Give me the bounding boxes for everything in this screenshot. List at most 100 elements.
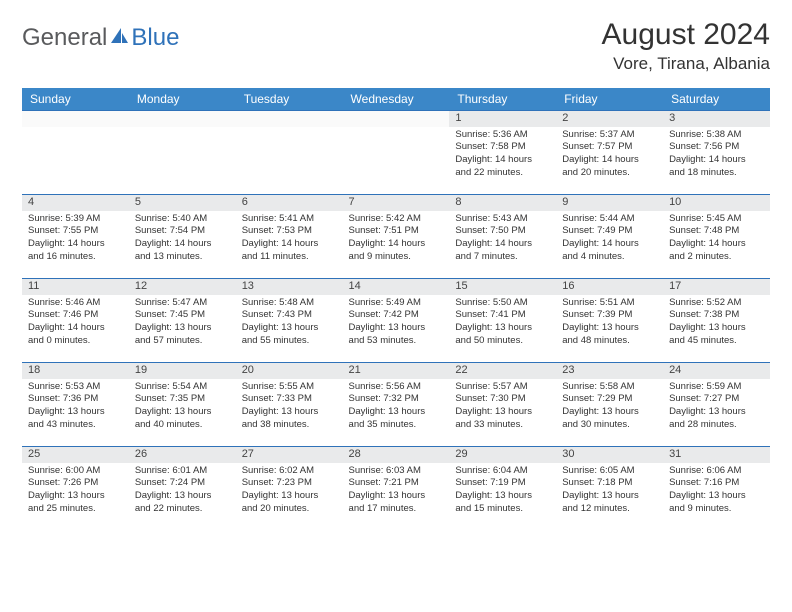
sunrise-line: Sunrise: 5:44 AM — [562, 213, 657, 226]
daylight-line: Daylight: 14 hours and 7 minutes. — [455, 238, 550, 264]
day-number-cell: 24 — [663, 363, 770, 379]
sunrise-line: Sunrise: 5:38 AM — [669, 129, 764, 142]
day-number-cell: 26 — [129, 447, 236, 463]
sunrise-line: Sunrise: 5:53 AM — [28, 381, 123, 394]
weekday-header: Monday — [129, 88, 236, 111]
day-detail-cell: Sunrise: 5:41 AMSunset: 7:53 PMDaylight:… — [236, 211, 343, 279]
day-number-cell — [236, 111, 343, 127]
day-detail-cell: Sunrise: 5:58 AMSunset: 7:29 PMDaylight:… — [556, 379, 663, 447]
daylight-line: Daylight: 13 hours and 43 minutes. — [28, 406, 123, 432]
day-number-cell: 30 — [556, 447, 663, 463]
sunrise-line: Sunrise: 5:36 AM — [455, 129, 550, 142]
sunrise-line: Sunrise: 6:04 AM — [455, 465, 550, 478]
daylight-line: Daylight: 14 hours and 0 minutes. — [28, 322, 123, 348]
day-number-cell — [22, 111, 129, 127]
day-number-cell: 5 — [129, 195, 236, 211]
day-detail-cell: Sunrise: 6:02 AMSunset: 7:23 PMDaylight:… — [236, 463, 343, 531]
day-number-cell — [129, 111, 236, 127]
daylight-line: Daylight: 14 hours and 11 minutes. — [242, 238, 337, 264]
sunset-line: Sunset: 7:19 PM — [455, 477, 550, 490]
weekday-header: Saturday — [663, 88, 770, 111]
sunrise-line: Sunrise: 6:01 AM — [135, 465, 230, 478]
sunset-line: Sunset: 7:39 PM — [562, 309, 657, 322]
day-number-row: 45678910 — [22, 195, 770, 211]
sunrise-line: Sunrise: 5:42 AM — [349, 213, 444, 226]
daylight-line: Daylight: 13 hours and 30 minutes. — [562, 406, 657, 432]
day-detail-cell: Sunrise: 5:43 AMSunset: 7:50 PMDaylight:… — [449, 211, 556, 279]
day-detail-row: Sunrise: 5:53 AMSunset: 7:36 PMDaylight:… — [22, 379, 770, 447]
daylight-line: Daylight: 13 hours and 53 minutes. — [349, 322, 444, 348]
day-detail-cell: Sunrise: 5:37 AMSunset: 7:57 PMDaylight:… — [556, 127, 663, 195]
weekday-header: Thursday — [449, 88, 556, 111]
sunset-line: Sunset: 7:24 PM — [135, 477, 230, 490]
sunrise-line: Sunrise: 5:47 AM — [135, 297, 230, 310]
day-detail-cell: Sunrise: 5:45 AMSunset: 7:48 PMDaylight:… — [663, 211, 770, 279]
day-number-cell: 7 — [343, 195, 450, 211]
day-number-cell: 21 — [343, 363, 450, 379]
sunset-line: Sunset: 7:42 PM — [349, 309, 444, 322]
daylight-line: Daylight: 13 hours and 9 minutes. — [669, 490, 764, 516]
day-detail-row: Sunrise: 5:39 AMSunset: 7:55 PMDaylight:… — [22, 211, 770, 279]
day-detail-cell: Sunrise: 6:00 AMSunset: 7:26 PMDaylight:… — [22, 463, 129, 531]
sunset-line: Sunset: 7:38 PM — [669, 309, 764, 322]
daylight-line: Daylight: 13 hours and 45 minutes. — [669, 322, 764, 348]
day-detail-cell: Sunrise: 6:04 AMSunset: 7:19 PMDaylight:… — [449, 463, 556, 531]
daylight-line: Daylight: 13 hours and 35 minutes. — [349, 406, 444, 432]
day-detail-row: Sunrise: 5:46 AMSunset: 7:46 PMDaylight:… — [22, 295, 770, 363]
sunrise-line: Sunrise: 5:57 AM — [455, 381, 550, 394]
day-detail-cell: Sunrise: 5:47 AMSunset: 7:45 PMDaylight:… — [129, 295, 236, 363]
sunset-line: Sunset: 7:48 PM — [669, 225, 764, 238]
day-number-cell: 23 — [556, 363, 663, 379]
day-detail-cell: Sunrise: 6:03 AMSunset: 7:21 PMDaylight:… — [343, 463, 450, 531]
sunset-line: Sunset: 7:50 PM — [455, 225, 550, 238]
header: General Blue August 2024 Vore, Tirana, A… — [22, 18, 770, 74]
sunset-line: Sunset: 7:29 PM — [562, 393, 657, 406]
sunrise-line: Sunrise: 5:59 AM — [669, 381, 764, 394]
day-detail-cell: Sunrise: 5:56 AMSunset: 7:32 PMDaylight:… — [343, 379, 450, 447]
daylight-line: Daylight: 14 hours and 2 minutes. — [669, 238, 764, 264]
day-number-cell: 9 — [556, 195, 663, 211]
day-detail-cell: Sunrise: 5:52 AMSunset: 7:38 PMDaylight:… — [663, 295, 770, 363]
weekday-header: Tuesday — [236, 88, 343, 111]
daylight-line: Daylight: 13 hours and 48 minutes. — [562, 322, 657, 348]
daylight-line: Daylight: 13 hours and 38 minutes. — [242, 406, 337, 432]
daylight-line: Daylight: 14 hours and 22 minutes. — [455, 154, 550, 180]
sunrise-line: Sunrise: 6:05 AM — [562, 465, 657, 478]
day-number-cell: 13 — [236, 279, 343, 295]
sunset-line: Sunset: 7:33 PM — [242, 393, 337, 406]
day-number-cell: 27 — [236, 447, 343, 463]
day-detail-row: Sunrise: 5:36 AMSunset: 7:58 PMDaylight:… — [22, 127, 770, 195]
title-block: August 2024 Vore, Tirana, Albania — [602, 18, 770, 74]
daylight-line: Daylight: 13 hours and 33 minutes. — [455, 406, 550, 432]
daylight-line: Daylight: 14 hours and 9 minutes. — [349, 238, 444, 264]
sunset-line: Sunset: 7:41 PM — [455, 309, 550, 322]
sunrise-line: Sunrise: 5:43 AM — [455, 213, 550, 226]
day-detail-cell: Sunrise: 5:54 AMSunset: 7:35 PMDaylight:… — [129, 379, 236, 447]
sunrise-line: Sunrise: 6:02 AM — [242, 465, 337, 478]
sunset-line: Sunset: 7:51 PM — [349, 225, 444, 238]
day-number-cell: 4 — [22, 195, 129, 211]
month-title: August 2024 — [602, 18, 770, 52]
day-detail-cell: Sunrise: 5:55 AMSunset: 7:33 PMDaylight:… — [236, 379, 343, 447]
sunset-line: Sunset: 7:32 PM — [349, 393, 444, 406]
day-number-cell: 10 — [663, 195, 770, 211]
day-number-cell: 2 — [556, 111, 663, 127]
day-detail-cell: Sunrise: 5:51 AMSunset: 7:39 PMDaylight:… — [556, 295, 663, 363]
sunrise-line: Sunrise: 5:52 AM — [669, 297, 764, 310]
sunset-line: Sunset: 7:55 PM — [28, 225, 123, 238]
day-number-row: 18192021222324 — [22, 363, 770, 379]
day-detail-cell: Sunrise: 5:50 AMSunset: 7:41 PMDaylight:… — [449, 295, 556, 363]
day-number-cell: 19 — [129, 363, 236, 379]
sunrise-line: Sunrise: 5:56 AM — [349, 381, 444, 394]
day-detail-cell: Sunrise: 5:59 AMSunset: 7:27 PMDaylight:… — [663, 379, 770, 447]
day-detail-cell: Sunrise: 5:48 AMSunset: 7:43 PMDaylight:… — [236, 295, 343, 363]
daylight-line: Daylight: 14 hours and 16 minutes. — [28, 238, 123, 264]
day-number-cell: 28 — [343, 447, 450, 463]
day-number-cell: 18 — [22, 363, 129, 379]
daylight-line: Daylight: 13 hours and 15 minutes. — [455, 490, 550, 516]
sunset-line: Sunset: 7:26 PM — [28, 477, 123, 490]
daylight-line: Daylight: 14 hours and 20 minutes. — [562, 154, 657, 180]
day-number-cell: 17 — [663, 279, 770, 295]
day-detail-cell: Sunrise: 6:01 AMSunset: 7:24 PMDaylight:… — [129, 463, 236, 531]
day-detail-cell: Sunrise: 5:46 AMSunset: 7:46 PMDaylight:… — [22, 295, 129, 363]
